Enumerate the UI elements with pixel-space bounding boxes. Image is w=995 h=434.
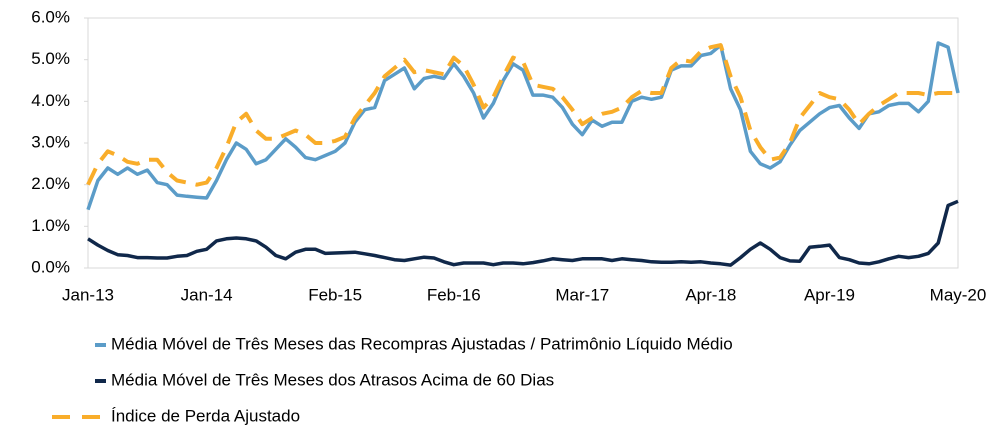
x-tick-label: Jan-14	[181, 285, 233, 304]
legend-label: Média Móvel de Três Meses das Recompras …	[111, 334, 733, 353]
y-tick-label: 3.0%	[31, 132, 70, 151]
x-tick-label: Apr-19	[804, 285, 855, 304]
x-tick-label: Feb-16	[427, 285, 481, 304]
x-tick-label: Apr-18	[685, 285, 736, 304]
series-line	[86, 41, 960, 211]
series-line	[86, 43, 958, 187]
series-line	[87, 199, 959, 267]
y-tick-label: 4.0%	[31, 91, 70, 110]
x-tick-label: Jan-13	[62, 285, 114, 304]
plot-frame	[87, 17, 959, 269]
y-tick-label: 6.0%	[31, 7, 70, 26]
legend-label: Índice de Perda Ajustado	[111, 406, 300, 425]
legend-label: Média Móvel de Três Meses dos Atrasos Ac…	[111, 370, 554, 389]
y-tick-label: 2.0%	[31, 174, 70, 193]
y-tick-label: 5.0%	[31, 49, 70, 68]
x-tick-label: Feb-15	[308, 285, 362, 304]
y-tick-label: 0.0%	[31, 257, 70, 276]
x-tick-label: May-20	[930, 285, 987, 304]
y-tick-label: 1.0%	[31, 216, 70, 235]
x-tick-label: Mar-17	[555, 285, 609, 304]
